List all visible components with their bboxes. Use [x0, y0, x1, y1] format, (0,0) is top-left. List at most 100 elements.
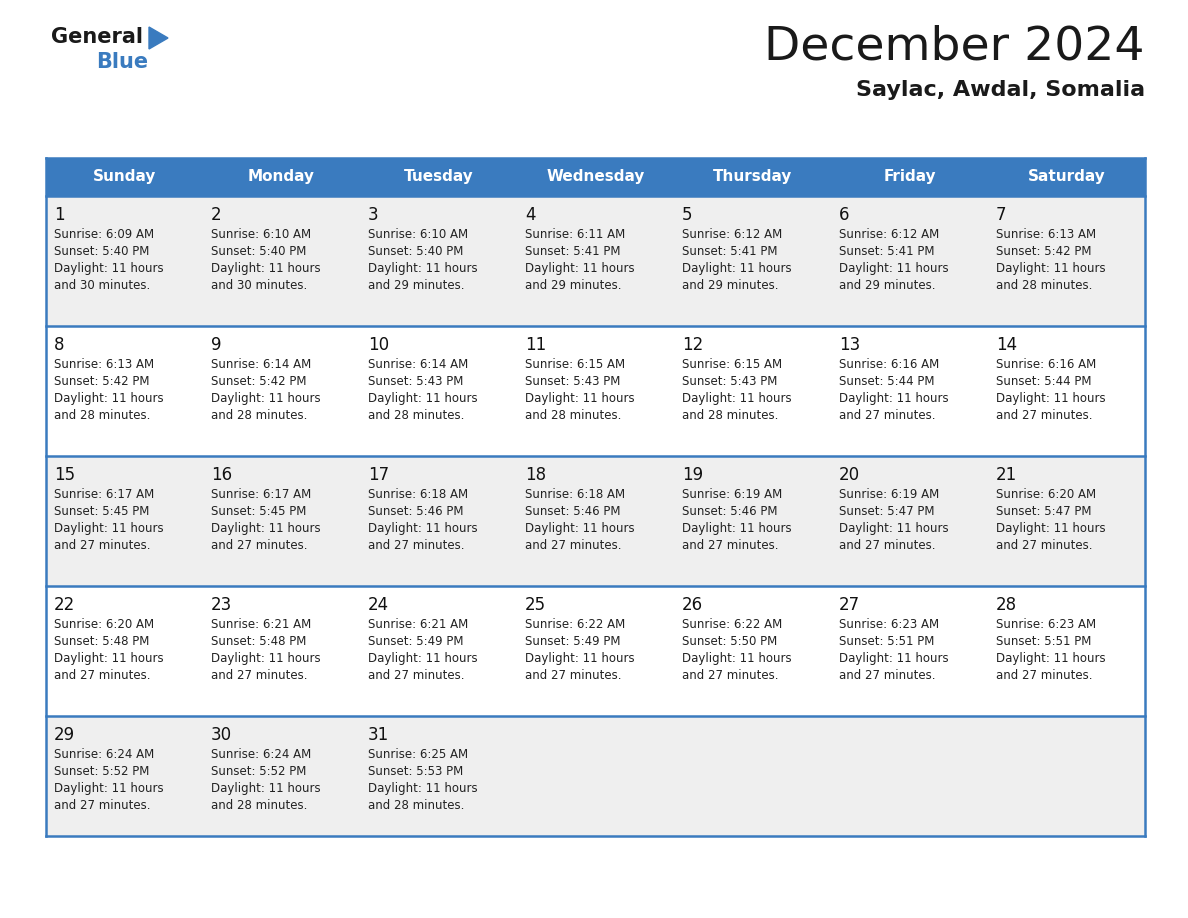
Text: Daylight: 11 hours: Daylight: 11 hours [839, 522, 949, 535]
Text: and 28 minutes.: and 28 minutes. [53, 409, 151, 422]
Text: Tuesday: Tuesday [404, 170, 473, 185]
Text: Sunrise: 6:23 AM: Sunrise: 6:23 AM [839, 618, 940, 631]
Bar [46, 326, 1145, 456]
Text: Sunrise: 6:21 AM: Sunrise: 6:21 AM [368, 618, 468, 631]
Text: Sunset: 5:47 PM: Sunset: 5:47 PM [839, 505, 935, 518]
Text: Sunset: 5:43 PM: Sunset: 5:43 PM [525, 375, 620, 388]
Text: Daylight: 11 hours: Daylight: 11 hours [525, 262, 634, 275]
Text: Sunset: 5:48 PM: Sunset: 5:48 PM [211, 635, 307, 648]
Text: Wednesday: Wednesday [546, 170, 645, 185]
Text: Daylight: 11 hours: Daylight: 11 hours [211, 782, 321, 795]
Text: Sunset: 5:48 PM: Sunset: 5:48 PM [53, 635, 150, 648]
Text: 5: 5 [682, 206, 693, 224]
Text: 27: 27 [839, 596, 860, 614]
Text: Daylight: 11 hours: Daylight: 11 hours [53, 522, 164, 535]
Text: and 27 minutes.: and 27 minutes. [996, 409, 1093, 422]
Text: and 27 minutes.: and 27 minutes. [682, 539, 778, 552]
Text: Sunset: 5:40 PM: Sunset: 5:40 PM [368, 245, 463, 258]
Text: Daylight: 11 hours: Daylight: 11 hours [368, 782, 478, 795]
Text: 2: 2 [211, 206, 222, 224]
Text: 25: 25 [525, 596, 546, 614]
Text: 3: 3 [368, 206, 379, 224]
Text: and 28 minutes.: and 28 minutes. [211, 799, 308, 812]
Text: Daylight: 11 hours: Daylight: 11 hours [682, 392, 791, 405]
Bar [46, 196, 1145, 326]
Text: Sunset: 5:51 PM: Sunset: 5:51 PM [839, 635, 935, 648]
Text: Sunset: 5:46 PM: Sunset: 5:46 PM [682, 505, 777, 518]
Bar [46, 456, 1145, 586]
Text: Daylight: 11 hours: Daylight: 11 hours [682, 262, 791, 275]
Text: Sunrise: 6:24 AM: Sunrise: 6:24 AM [53, 748, 154, 761]
Text: Sunset: 5:42 PM: Sunset: 5:42 PM [211, 375, 307, 388]
Text: Daylight: 11 hours: Daylight: 11 hours [839, 262, 949, 275]
Text: Sunset: 5:51 PM: Sunset: 5:51 PM [996, 635, 1092, 648]
Text: 1: 1 [53, 206, 64, 224]
Text: Sunset: 5:53 PM: Sunset: 5:53 PM [368, 765, 463, 778]
Text: 6: 6 [839, 206, 849, 224]
Text: Daylight: 11 hours: Daylight: 11 hours [211, 652, 321, 665]
Text: 15: 15 [53, 466, 75, 484]
Text: and 28 minutes.: and 28 minutes. [368, 799, 465, 812]
Text: Sunset: 5:43 PM: Sunset: 5:43 PM [682, 375, 777, 388]
Text: Daylight: 11 hours: Daylight: 11 hours [996, 522, 1106, 535]
Text: Daylight: 11 hours: Daylight: 11 hours [996, 392, 1106, 405]
Text: Sunrise: 6:23 AM: Sunrise: 6:23 AM [996, 618, 1097, 631]
Text: 14: 14 [996, 336, 1017, 354]
Text: Sunrise: 6:16 AM: Sunrise: 6:16 AM [996, 358, 1097, 371]
Text: 18: 18 [525, 466, 546, 484]
Text: and 28 minutes.: and 28 minutes. [682, 409, 778, 422]
Text: 17: 17 [368, 466, 390, 484]
Text: Daylight: 11 hours: Daylight: 11 hours [525, 522, 634, 535]
Text: 20: 20 [839, 466, 860, 484]
Text: Sunset: 5:44 PM: Sunset: 5:44 PM [996, 375, 1092, 388]
Text: Thursday: Thursday [713, 170, 792, 185]
Text: and 28 minutes.: and 28 minutes. [996, 279, 1093, 292]
Text: 13: 13 [839, 336, 860, 354]
Text: Daylight: 11 hours: Daylight: 11 hours [996, 262, 1106, 275]
Text: and 29 minutes.: and 29 minutes. [839, 279, 935, 292]
Text: Sunset: 5:47 PM: Sunset: 5:47 PM [996, 505, 1092, 518]
Bar [46, 716, 1145, 836]
Text: 9: 9 [211, 336, 221, 354]
Text: Sunset: 5:41 PM: Sunset: 5:41 PM [525, 245, 620, 258]
Text: and 30 minutes.: and 30 minutes. [211, 279, 308, 292]
Text: and 27 minutes.: and 27 minutes. [996, 539, 1093, 552]
Text: Friday: Friday [883, 170, 936, 185]
Text: Daylight: 11 hours: Daylight: 11 hours [53, 392, 164, 405]
Text: and 29 minutes.: and 29 minutes. [682, 279, 778, 292]
Text: Sunrise: 6:18 AM: Sunrise: 6:18 AM [525, 488, 625, 501]
Text: Sunrise: 6:12 AM: Sunrise: 6:12 AM [682, 228, 782, 241]
Text: and 29 minutes.: and 29 minutes. [368, 279, 465, 292]
Text: Daylight: 11 hours: Daylight: 11 hours [682, 522, 791, 535]
Text: Sunset: 5:42 PM: Sunset: 5:42 PM [996, 245, 1092, 258]
Text: Sunset: 5:41 PM: Sunset: 5:41 PM [839, 245, 935, 258]
Text: 19: 19 [682, 466, 703, 484]
Text: Sunrise: 6:13 AM: Sunrise: 6:13 AM [53, 358, 154, 371]
Text: Sunrise: 6:22 AM: Sunrise: 6:22 AM [682, 618, 782, 631]
Text: Blue: Blue [96, 52, 148, 72]
Text: Sunrise: 6:14 AM: Sunrise: 6:14 AM [368, 358, 468, 371]
Text: Sunrise: 6:15 AM: Sunrise: 6:15 AM [682, 358, 782, 371]
Text: and 27 minutes.: and 27 minutes. [368, 669, 465, 682]
Text: Sunrise: 6:17 AM: Sunrise: 6:17 AM [211, 488, 311, 501]
Text: Sunset: 5:52 PM: Sunset: 5:52 PM [53, 765, 150, 778]
Text: Sunset: 5:44 PM: Sunset: 5:44 PM [839, 375, 935, 388]
Text: and 29 minutes.: and 29 minutes. [525, 279, 621, 292]
Text: Daylight: 11 hours: Daylight: 11 hours [368, 392, 478, 405]
Text: and 27 minutes.: and 27 minutes. [53, 799, 151, 812]
Text: Sunset: 5:43 PM: Sunset: 5:43 PM [368, 375, 463, 388]
Text: 16: 16 [211, 466, 232, 484]
Text: Sunset: 5:45 PM: Sunset: 5:45 PM [53, 505, 150, 518]
Text: Sunset: 5:50 PM: Sunset: 5:50 PM [682, 635, 777, 648]
Text: Sunrise: 6:24 AM: Sunrise: 6:24 AM [211, 748, 311, 761]
Text: Sunset: 5:46 PM: Sunset: 5:46 PM [525, 505, 620, 518]
Text: and 27 minutes.: and 27 minutes. [682, 669, 778, 682]
Text: Sunrise: 6:11 AM: Sunrise: 6:11 AM [525, 228, 625, 241]
Bar [46, 158, 1145, 196]
Text: Sunset: 5:40 PM: Sunset: 5:40 PM [211, 245, 307, 258]
Text: and 27 minutes.: and 27 minutes. [996, 669, 1093, 682]
Text: 8: 8 [53, 336, 64, 354]
Text: Sunset: 5:45 PM: Sunset: 5:45 PM [211, 505, 307, 518]
Text: Sunset: 5:49 PM: Sunset: 5:49 PM [368, 635, 463, 648]
Text: Daylight: 11 hours: Daylight: 11 hours [211, 522, 321, 535]
